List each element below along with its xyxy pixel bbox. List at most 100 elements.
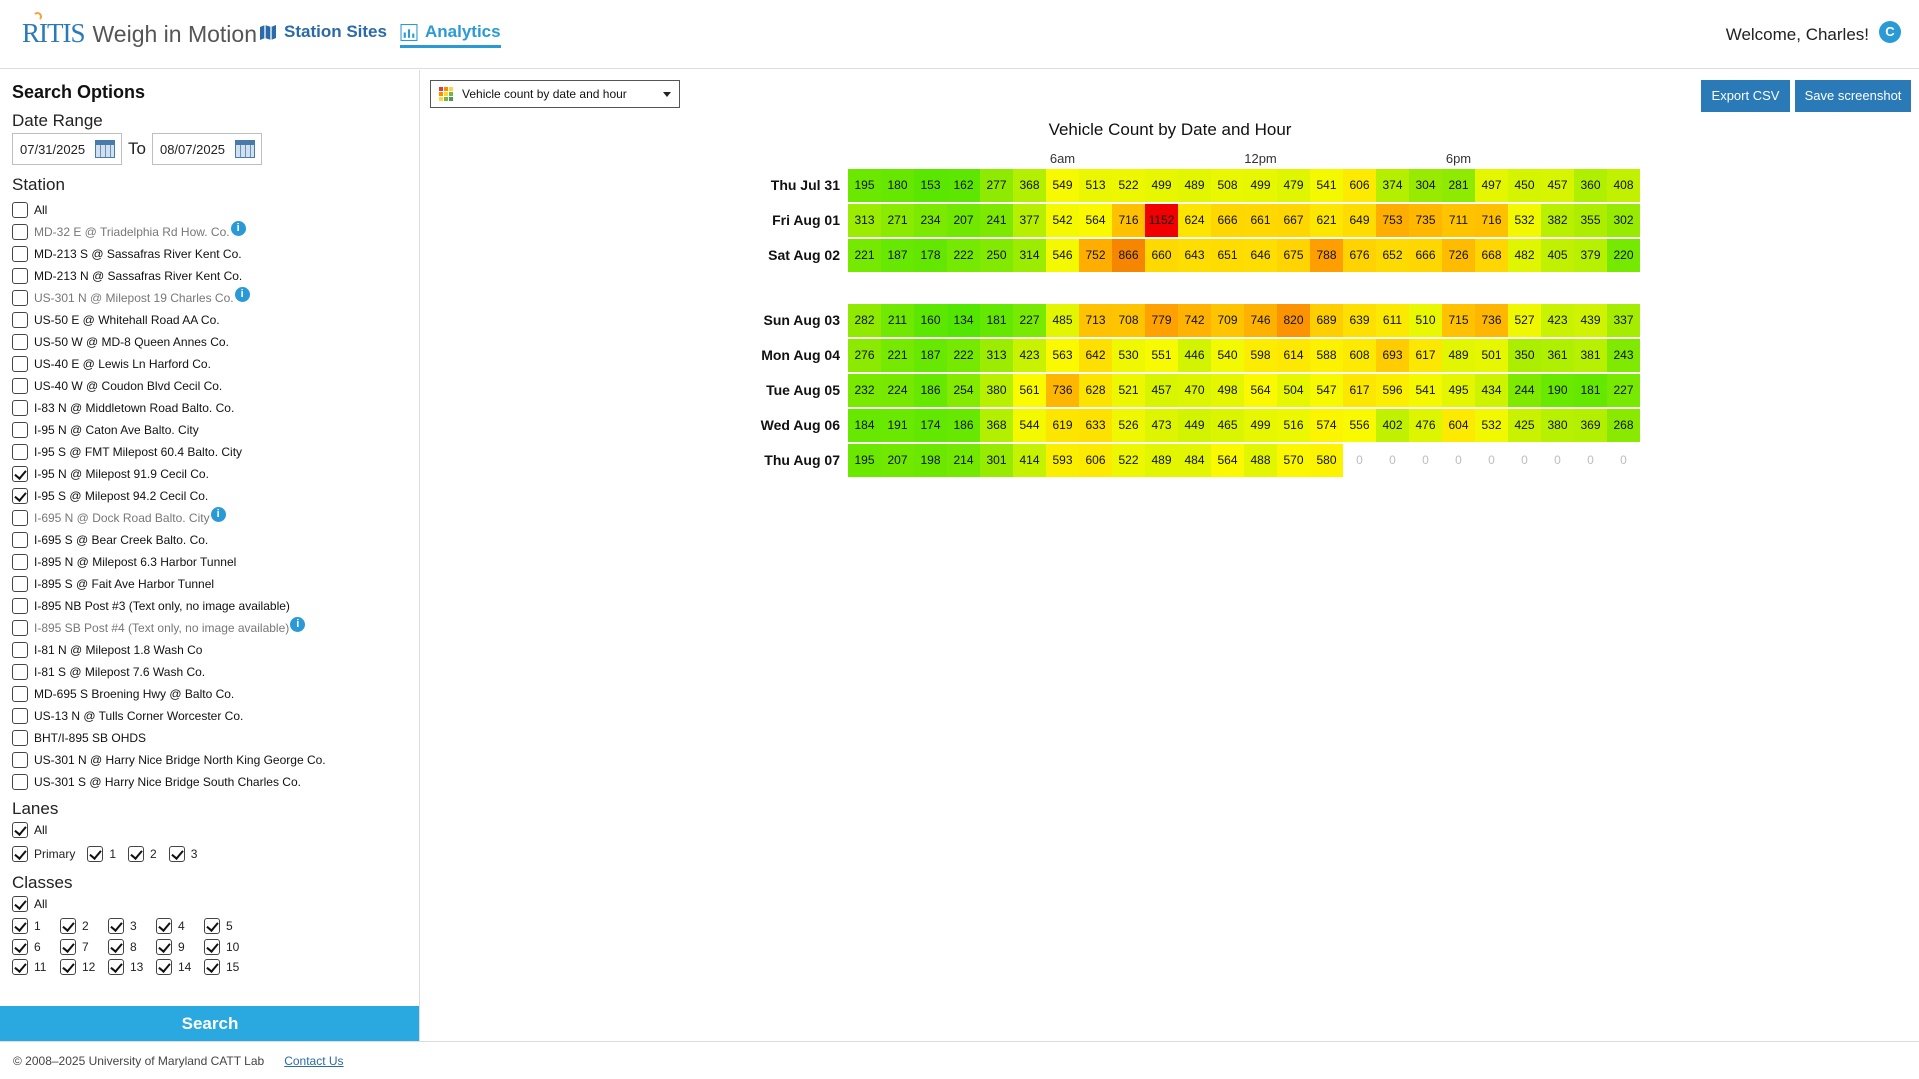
station-checkbox[interactable] [12, 422, 28, 438]
heatmap-cell[interactable]: 181 [1574, 374, 1607, 407]
heatmap-cell[interactable]: 668 [1475, 239, 1508, 272]
class-checkbox[interactable] [108, 959, 124, 975]
heatmap-cell[interactable]: 302 [1607, 204, 1640, 237]
heatmap-cell[interactable]: 473 [1145, 409, 1178, 442]
heatmap-cell[interactable]: 716 [1112, 204, 1145, 237]
station-checkbox[interactable] [12, 334, 28, 350]
info-icon[interactable]: i [234, 287, 250, 302]
heatmap-cell[interactable]: 709 [1211, 304, 1244, 337]
heatmap-cell[interactable]: 820 [1277, 304, 1310, 337]
heatmap-cell[interactable]: 541 [1310, 169, 1343, 202]
station-row[interactable]: MD-213 S @ Sassafras River Kent Co. [12, 243, 419, 265]
station-row[interactable]: US-40 E @ Lewis Ln Harford Co. [12, 353, 419, 375]
heatmap-cell[interactable]: 574 [1310, 409, 1343, 442]
class-option[interactable]: 3 [108, 917, 144, 934]
heatmap-cell[interactable]: 608 [1343, 339, 1376, 372]
heatmap-cell[interactable]: 742 [1178, 304, 1211, 337]
heatmap-cell[interactable]: 526 [1112, 409, 1145, 442]
class-option[interactable]: 10 [204, 938, 240, 955]
heatmap-cell[interactable]: 598 [1244, 339, 1277, 372]
heatmap-cell[interactable]: 381 [1574, 339, 1607, 372]
heatmap-cell[interactable]: 180 [881, 169, 914, 202]
date-to-input[interactable]: 08/07/2025 [151, 133, 262, 165]
heatmap-cell[interactable]: 254 [947, 374, 980, 407]
heatmap-cell[interactable]: 488 [1244, 444, 1277, 477]
heatmap-cell[interactable]: 232 [848, 374, 881, 407]
station-row[interactable]: US-40 W @ Coudon Blvd Cecil Co. [12, 375, 419, 397]
class-option[interactable]: 12 [60, 959, 96, 975]
heatmap-cell[interactable]: 666 [1409, 239, 1442, 272]
heatmap-cell[interactable]: 649 [1343, 204, 1376, 237]
station-row[interactable]: US-50 E @ Whitehall Road AA Co. [12, 309, 419, 331]
station-row[interactable]: I-95 S @ FMT Milepost 60.4 Balto. City [12, 441, 419, 463]
heatmap-cell[interactable]: 207 [947, 204, 980, 237]
heatmap-cell[interactable]: 689 [1310, 304, 1343, 337]
heatmap-cell[interactable]: 221 [881, 339, 914, 372]
heatmap-cell[interactable]: 499 [1244, 169, 1277, 202]
heatmap-cell[interactable]: 187 [914, 339, 947, 372]
lane-option[interactable]: 1 [87, 846, 116, 862]
lane-option[interactable]: 3 [168, 846, 197, 862]
heatmap-cell[interactable]: 380 [1541, 409, 1574, 442]
heatmap-cell[interactable]: 504 [1277, 374, 1310, 407]
heatmap-cell[interactable]: 547 [1310, 374, 1343, 407]
lane-option[interactable]: Primary [12, 846, 75, 862]
station-checkbox[interactable] [12, 730, 28, 746]
heatmap-cell[interactable]: 0 [1475, 444, 1508, 477]
heatmap-cell[interactable]: 271 [881, 204, 914, 237]
class-checkbox[interactable] [204, 959, 220, 975]
heatmap-cell[interactable]: 0 [1442, 444, 1475, 477]
station-checkbox[interactable] [12, 466, 28, 482]
heatmap-cell[interactable]: 746 [1244, 304, 1277, 337]
heatmap-cell[interactable]: 508 [1211, 169, 1244, 202]
class-option[interactable]: 4 [156, 917, 192, 934]
station-row[interactable]: MD-213 N @ Sassafras River Kent Co. [12, 265, 419, 287]
heatmap-cell[interactable]: 546 [1046, 239, 1079, 272]
export-csv-button[interactable]: Export CSV [1701, 80, 1790, 112]
heatmap-cell[interactable]: 250 [980, 239, 1013, 272]
class-checkbox[interactable] [156, 938, 172, 955]
heatmap-cell[interactable]: 563 [1046, 339, 1079, 372]
heatmap-cell[interactable]: 449 [1178, 409, 1211, 442]
heatmap-cell[interactable]: 499 [1244, 409, 1277, 442]
heatmap-cell[interactable]: 693 [1376, 339, 1409, 372]
lane-option[interactable]: 2 [128, 846, 157, 862]
station-row[interactable]: I-81 S @ Milepost 7.6 Wash Co. [12, 661, 419, 683]
station-row[interactable]: I-895 NB Post #3 (Text only, no image av… [12, 595, 419, 617]
heatmap-cell[interactable]: 530 [1112, 339, 1145, 372]
heatmap-cell[interactable]: 564 [1211, 444, 1244, 477]
heatmap-cell[interactable]: 633 [1079, 409, 1112, 442]
heatmap-cell[interactable]: 614 [1277, 339, 1310, 372]
info-icon[interactable]: i [290, 617, 306, 632]
class-option[interactable]: 9 [156, 938, 192, 955]
heatmap-cell[interactable]: 377 [1013, 204, 1046, 237]
heatmap-cell[interactable]: 501 [1475, 339, 1508, 372]
heatmap-cell[interactable]: 304 [1409, 169, 1442, 202]
heatmap-cell[interactable]: 498 [1211, 374, 1244, 407]
heatmap-cell[interactable]: 651 [1211, 239, 1244, 272]
station-row[interactable]: I-695 S @ Bear Creek Balto. Co. [12, 529, 419, 551]
heatmap-cell[interactable]: 561 [1013, 374, 1046, 407]
classes-all-row[interactable]: All [12, 893, 419, 915]
classes-all-checkbox[interactable] [12, 896, 28, 912]
heatmap-cell[interactable]: 360 [1574, 169, 1607, 202]
lane-checkbox[interactable] [12, 846, 28, 862]
heatmap-cell[interactable]: 195 [848, 169, 881, 202]
heatmap-cell[interactable]: 227 [1013, 304, 1046, 337]
heatmap-cell[interactable]: 666 [1211, 204, 1244, 237]
heatmap-cell[interactable]: 489 [1145, 444, 1178, 477]
class-option[interactable]: 11 [12, 959, 48, 975]
heatmap-cell[interactable]: 301 [980, 444, 1013, 477]
station-checkbox[interactable] [12, 312, 28, 328]
heatmap-cell[interactable]: 513 [1079, 169, 1112, 202]
heatmap-cell[interactable]: 221 [848, 239, 881, 272]
user-icon[interactable]: C [1879, 21, 1901, 43]
station-checkbox[interactable] [12, 400, 28, 416]
heatmap-cell[interactable]: 522 [1112, 169, 1145, 202]
heatmap-cell[interactable]: 337 [1607, 304, 1640, 337]
lanes-all-row[interactable]: All [12, 819, 419, 841]
heatmap-cell[interactable]: 214 [947, 444, 980, 477]
contact-us-link[interactable]: Contact Us [284, 1053, 344, 1068]
heatmap-cell[interactable]: 187 [881, 239, 914, 272]
heatmap-cell[interactable]: 564 [1244, 374, 1277, 407]
